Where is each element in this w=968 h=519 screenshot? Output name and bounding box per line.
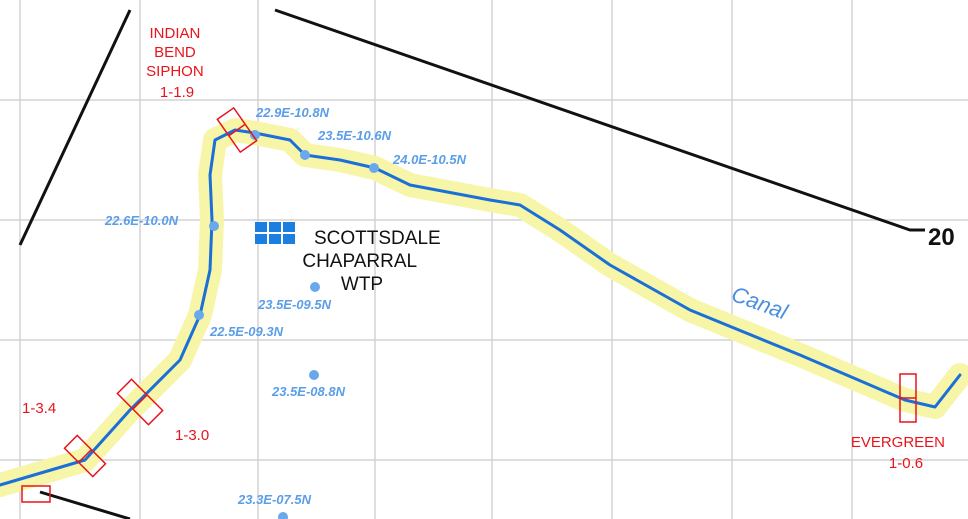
mile-label: 1-3.0 (175, 427, 209, 444)
station-label: 24.0E-10.5N (392, 152, 467, 167)
station-label: 23.5E-09.5N (257, 297, 332, 312)
evergreen-label: EVERGREEN 1-0.6 (851, 434, 949, 472)
station-label: 23.5E-08.8N (271, 384, 346, 399)
label-line: 1-0.6 (889, 455, 923, 472)
station-label: 23.3E-07.5N (237, 492, 312, 507)
structure-boxes (21, 106, 917, 503)
wtp-icon (255, 222, 295, 244)
plant-label: SCOTTSDALE CHAPARRAL WTP (302, 228, 446, 295)
label-line: SCOTTSDALE (314, 228, 441, 249)
station-label: 23.5E-10.6N (317, 128, 392, 143)
boundaries (18, 8, 925, 519)
label-line: BEND (154, 44, 196, 61)
label-line: EVERGREEN (851, 434, 945, 451)
canal (0, 118, 968, 497)
station-label: 22.5E-09.3N (209, 324, 284, 339)
station-label: 22.9E-10.8N (255, 105, 330, 120)
label-line: WTP (341, 274, 383, 295)
mile-label: 1-3.4 (22, 400, 56, 417)
siphon-label: INDIAN BEND SIPHON 1-1.9 (146, 25, 208, 101)
station-dots (194, 130, 379, 519)
label-line: SIPHON (146, 63, 204, 80)
label-line: CHAPARRAL (302, 251, 416, 272)
label-line: INDIAN (149, 25, 200, 42)
label-line: 1-1.9 (160, 84, 194, 101)
road-label: 20 (928, 224, 955, 251)
station-label: 22.6E-10.0N (104, 213, 179, 228)
